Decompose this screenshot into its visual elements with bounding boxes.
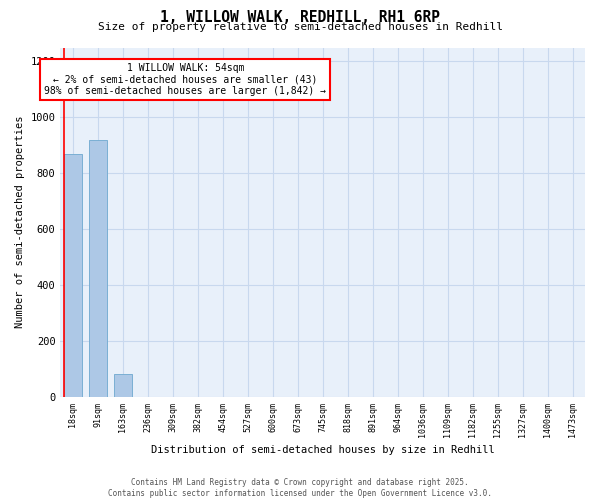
X-axis label: Distribution of semi-detached houses by size in Redhill: Distribution of semi-detached houses by … [151,445,494,455]
Bar [89,140,107,397]
Text: 1, WILLOW WALK, REDHILL, RH1 6RP: 1, WILLOW WALK, REDHILL, RH1 6RP [160,10,440,25]
Text: Contains HM Land Registry data © Crown copyright and database right 2025.
Contai: Contains HM Land Registry data © Crown c… [108,478,492,498]
Y-axis label: Number of semi-detached properties: Number of semi-detached properties [15,116,25,328]
Text: Size of property relative to semi-detached houses in Redhill: Size of property relative to semi-detach… [97,22,503,32]
Bar [114,374,131,397]
Text: 1 WILLOW WALK: 54sqm
← 2% of semi-detached houses are smaller (43)
98% of semi-d: 1 WILLOW WALK: 54sqm ← 2% of semi-detach… [44,63,326,96]
Bar [64,154,82,397]
